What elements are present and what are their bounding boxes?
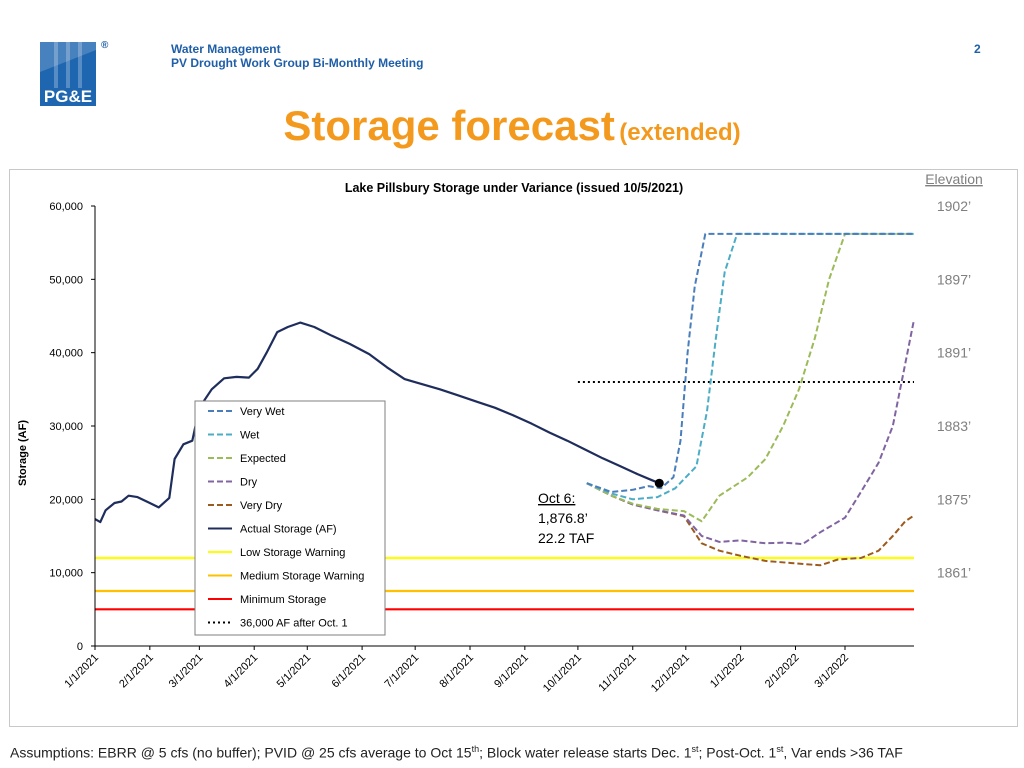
legend-label: Actual Storage (AF) bbox=[240, 524, 337, 536]
footer-part-4: , Var ends >36 TAF bbox=[783, 744, 903, 761]
legend-label: Minimum Storage bbox=[240, 594, 326, 606]
slide-title-suffix: (extended) bbox=[619, 119, 741, 146]
series-very-dry bbox=[586, 482, 915, 567]
y-tick-label: 50,000 bbox=[49, 274, 83, 286]
footer-sup-1: th bbox=[471, 744, 480, 754]
series-dry bbox=[586, 319, 915, 546]
x-tick-label: 1/1/2021 bbox=[62, 652, 101, 691]
x-tick-label: 6/1/2021 bbox=[329, 652, 368, 691]
y-tick-label: 0 bbox=[77, 641, 83, 653]
header-meeting: PV Drought Work Group Bi-Monthly Meeting bbox=[171, 56, 424, 70]
assumptions-footer: Assumptions: EBRR @ 5 cfs (no buffer); P… bbox=[10, 744, 903, 761]
annotation-line-3: 22.2 TAF bbox=[538, 530, 594, 546]
y-tick-label: 60,000 bbox=[49, 201, 83, 213]
chart-frame bbox=[9, 169, 1018, 727]
legend-label: Very Wet bbox=[240, 406, 284, 418]
x-tick-label: 5/1/2021 bbox=[275, 652, 314, 691]
elevation-label: 1861’ bbox=[937, 565, 971, 581]
pge-logo: PG&E bbox=[40, 42, 96, 106]
elevation-labels: 1902’ 1897’ 1891’ 1883’ 1875’ 1861’ bbox=[937, 198, 971, 581]
footer-part-3: ; Post-Oct. 1 bbox=[698, 744, 777, 761]
x-tick-label: 2/1/2022 bbox=[763, 652, 802, 691]
x-tick-label: 10/1/2021 bbox=[541, 652, 584, 695]
x-tick-label: 1/1/2022 bbox=[708, 652, 747, 691]
legend-label: Dry bbox=[240, 477, 258, 489]
footer-part-1: Assumptions: EBRR @ 5 cfs (no buffer); P… bbox=[10, 744, 472, 761]
legend-label: Wet bbox=[240, 430, 259, 442]
elevation-axis-title: Elevation bbox=[925, 171, 983, 187]
series-expected bbox=[586, 232, 914, 523]
annotation-line-1: Oct 6: bbox=[538, 490, 575, 506]
x-tick-label: 3/1/2022 bbox=[812, 652, 851, 691]
y-axis-label: Storage (AF) bbox=[17, 420, 29, 486]
footer-sup-2: st bbox=[691, 744, 699, 754]
x-tick-label: 7/1/2021 bbox=[383, 652, 422, 691]
elevation-label: 1902’ bbox=[937, 198, 971, 214]
x-tick-label: 4/1/2021 bbox=[222, 652, 261, 691]
header-department: Water Management bbox=[171, 42, 281, 56]
chart-title: Lake Pillsbury Storage under Variance (i… bbox=[345, 181, 683, 195]
series-actual-storage-af bbox=[94, 321, 660, 524]
legend: Very Wet Wet Expected Dry Very Dry Actual Sto… bbox=[194, 400, 386, 636]
footer-part-2: ; Block water release starts Dec. 1 bbox=[479, 744, 692, 761]
legend-label: Very Dry bbox=[240, 500, 283, 512]
elevation-label: 1883’ bbox=[937, 418, 971, 434]
series-wet bbox=[586, 232, 914, 501]
annotation: Oct 6: 1,876.8’ 22.2 TAF bbox=[538, 490, 594, 546]
current-point-marker bbox=[654, 478, 664, 488]
y-tick-label: 30,000 bbox=[49, 421, 83, 433]
legend-label: Expected bbox=[240, 453, 286, 465]
logo-text: PG&E bbox=[44, 87, 92, 106]
x-tick-label: 2/1/2021 bbox=[117, 652, 156, 691]
footer-sup-3: st bbox=[776, 744, 784, 754]
elevation-label: 1891’ bbox=[937, 345, 971, 361]
x-tick-label: 9/1/2021 bbox=[492, 652, 531, 691]
legend-label: Medium Storage Warning bbox=[240, 571, 364, 583]
series-very-wet bbox=[586, 232, 914, 493]
y-tick-label: 40,000 bbox=[49, 348, 83, 360]
legend-label: 36,000 AF after Oct. 1 bbox=[240, 618, 348, 630]
x-tick-label: 11/1/2021 bbox=[596, 652, 639, 695]
series-lines bbox=[94, 232, 915, 611]
elevation-label: 1897’ bbox=[937, 271, 971, 287]
legend-box bbox=[194, 400, 386, 636]
x-tick-label: 12/1/2021 bbox=[649, 652, 692, 695]
slide-title: Storage forecast (extended) bbox=[0, 102, 1024, 150]
annotation-line-2: 1,876.8’ bbox=[538, 510, 588, 526]
y-tick-label: 10,000 bbox=[49, 568, 83, 580]
slide-title-main: Storage forecast bbox=[283, 102, 615, 149]
x-tick-label: 3/1/2021 bbox=[167, 652, 206, 691]
registered-mark: ® bbox=[101, 40, 109, 51]
axes: 0 10,000 20,000 30,000 40,000 50,000 60,000 1/1… bbox=[49, 201, 914, 695]
elevation-label: 1875’ bbox=[937, 491, 971, 507]
legend-label: Low Storage Warning bbox=[240, 547, 345, 559]
y-tick-label: 20,000 bbox=[49, 494, 83, 506]
page-number: 2 bbox=[974, 42, 981, 56]
x-tick-label: 8/1/2021 bbox=[437, 652, 476, 691]
